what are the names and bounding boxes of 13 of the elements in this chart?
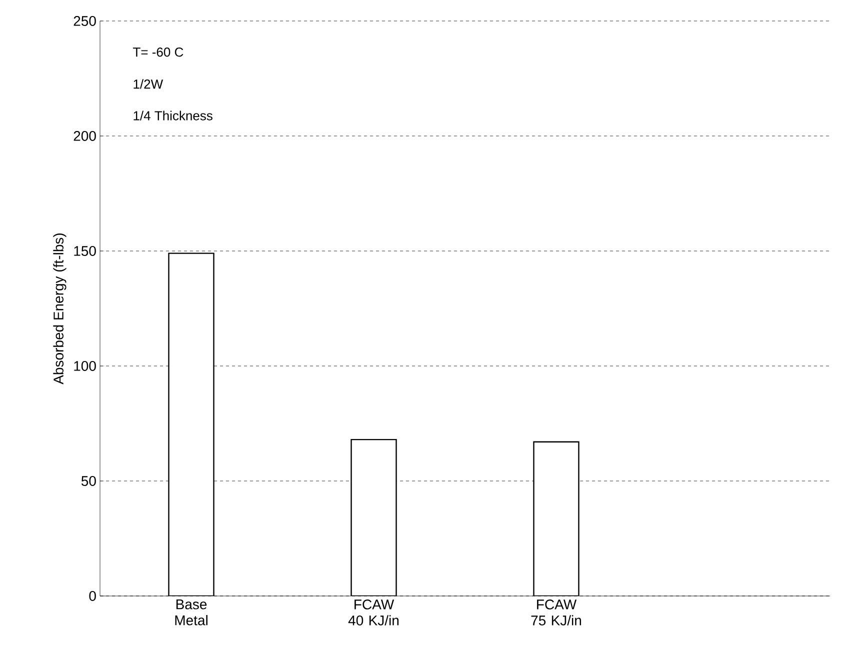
annotation: 1/2W (134, 79, 164, 89)
y-tick-label: 200 (74, 131, 96, 141)
annotation: 1/4 Thickness (134, 110, 212, 120)
y-tick-label: 150 (74, 246, 96, 256)
y-axis-title: Absorbed Energy (ft-lbs) (53, 234, 66, 384)
y-tick-label: 250 (74, 16, 96, 26)
x-tick-label: Base Metal (175, 600, 208, 626)
y-tick-label: 0 (89, 591, 96, 601)
y-tick-label: 50 (81, 476, 96, 486)
x-tick-label: FCAW 75 KJ/in (531, 600, 582, 626)
annotation: T= -60 C (133, 48, 184, 57)
x-tick-label: FCAW 40 KJ/in (348, 600, 399, 626)
y-tick-label: 100 (74, 361, 96, 371)
